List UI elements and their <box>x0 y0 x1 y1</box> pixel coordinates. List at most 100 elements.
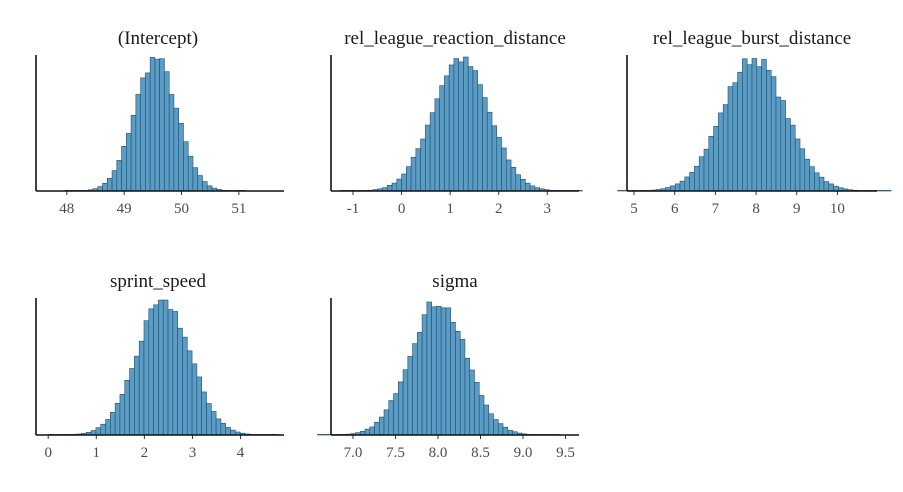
histogram-bar-sprint-speed <box>124 380 130 436</box>
panel-title-intercept: (Intercept) <box>118 28 198 49</box>
histogram-bar-sprint-speed <box>134 355 140 436</box>
histogram-bar-sigma <box>421 314 428 436</box>
histogram-bar-rel-league-reaction-distance <box>525 182 531 192</box>
histogram-bar-intercept <box>202 181 208 192</box>
histogram-bar-intercept <box>111 170 118 192</box>
histogram-bars-rel-league-burst-distance <box>617 58 892 192</box>
panel-title-rel-league-burst-distance: rel_league_burst_distance <box>653 28 851 49</box>
x-tick-label-sigma: 8.0 <box>429 445 448 461</box>
x-tick-label-sigma: 9.5 <box>556 445 575 461</box>
histogram-bar-rel-league-reaction-distance <box>520 178 526 192</box>
histogram-bar-sigma <box>464 357 471 436</box>
histogram-bar-sigma <box>474 382 480 436</box>
x-axis-ticks-rel-league-burst-distance: 5 6 7 8 9 10 <box>630 191 845 217</box>
histogram-bar-rel-league-burst-distance <box>876 190 882 192</box>
histogram-bar-sigma <box>388 400 394 436</box>
x-tick-label-rel-league-reaction-distance: 1 <box>446 201 454 217</box>
histogram-bar-intercept <box>178 123 184 192</box>
histogram-bar-rel-league-burst-distance <box>818 176 825 192</box>
histogram-bar-sigma <box>383 409 390 436</box>
x-tick-label-rel-league-burst-distance: 10 <box>830 201 845 217</box>
histogram-bar-sigma <box>369 426 375 436</box>
panel-sprint-speed: sprint_speed 0 1 2 3 4 <box>35 271 284 461</box>
histogram-bar-intercept <box>197 175 203 192</box>
histogram-bar-rel-league-burst-distance <box>742 58 748 192</box>
histogram-bar-sprint-speed <box>129 368 135 436</box>
histogram-bar-rel-league-reaction-distance <box>401 173 407 192</box>
x-tick-label-rel-league-burst-distance: 7 <box>712 201 720 217</box>
x-tick-label-rel-league-reaction-distance: 0 <box>398 201 406 217</box>
panel-intercept: (Intercept) 48 49 50 51 <box>35 28 284 217</box>
histogram-bar-sigma <box>393 393 399 436</box>
x-tick-label-sigma: 7.0 <box>344 445 363 461</box>
histogram-bar-rel-league-reaction-distance <box>415 148 421 192</box>
x-tick-label-rel-league-burst-distance: 9 <box>793 201 801 217</box>
histogram-bar-rel-league-burst-distance <box>761 59 767 192</box>
x-tick-label-rel-league-burst-distance: 8 <box>752 201 760 217</box>
histogram-bar-sprint-speed <box>162 299 169 436</box>
x-tick-label-intercept: 48 <box>59 201 74 217</box>
histogram-bar-sprint-speed <box>211 411 217 436</box>
panel-title-sprint-speed: sprint_speed <box>110 271 207 292</box>
histogram-bar-intercept <box>173 107 180 192</box>
histogram-bar-rel-league-burst-distance <box>814 172 820 192</box>
x-tick-label-intercept: 51 <box>231 201 246 217</box>
x-axis-ticks-intercept: 48 49 50 51 <box>59 191 246 217</box>
histogram-bar-rel-league-burst-distance <box>799 148 806 192</box>
histogram-bar-sprint-speed <box>186 350 193 436</box>
histogram-bar-sigma <box>493 419 499 436</box>
histogram-bar-sprint-speed <box>105 419 111 436</box>
x-axis-ticks-sigma: 7.0 7.5 8.0 8.5 9.0 9.5 <box>344 435 575 461</box>
histogram-bar-intercept <box>149 57 156 192</box>
histogram-bar-sprint-speed <box>191 363 198 436</box>
histogram-bar-sprint-speed <box>167 309 174 436</box>
x-tick-label-sprint-speed: 4 <box>237 445 245 461</box>
histogram-bar-rel-league-burst-distance <box>886 190 892 192</box>
histogram-bar-rel-league-burst-distance <box>684 176 690 192</box>
histogram-bar-rel-league-burst-distance <box>770 76 777 192</box>
histogram-bar-sigma <box>502 426 509 436</box>
histogram-bar-rel-league-reaction-distance <box>434 98 440 192</box>
histogram-bar-rel-league-burst-distance <box>828 183 834 192</box>
histogram-bar-sprint-speed <box>153 304 159 436</box>
histogram-bar-rel-league-reaction-distance <box>439 85 445 192</box>
histogram-bar-rel-league-reaction-distance <box>448 64 455 192</box>
histogram-bar-intercept <box>116 160 122 192</box>
histogram-bar-sprint-speed <box>177 327 183 436</box>
histogram-bar-sigma <box>450 321 456 436</box>
panel-sigma: sigma 7.0 7.5 8.0 8.5 9.0 9.5 <box>317 271 579 461</box>
histogram-bar-rel-league-reaction-distance <box>496 137 502 192</box>
histogram-bar-intercept <box>135 94 141 192</box>
histogram-bar-sigma <box>321 434 328 436</box>
histogram-bar-sigma <box>374 421 380 436</box>
x-tick-label-rel-league-burst-distance: 5 <box>630 201 638 217</box>
histogram-bar-rel-league-burst-distance <box>679 180 686 192</box>
histogram-bar-sprint-speed <box>206 403 212 436</box>
histogram-bar-rel-league-burst-distance <box>703 148 710 192</box>
histogram-bar-rel-league-burst-distance <box>689 171 695 192</box>
histogram-bar-sigma <box>378 416 385 436</box>
histogram-bar-sigma <box>431 306 437 436</box>
histogram-bar-rel-league-burst-distance <box>809 166 815 192</box>
histogram-bars-sprint-speed <box>47 299 279 436</box>
histogram-bar-rel-league-reaction-distance <box>472 70 479 192</box>
histogram-bar-rel-league-burst-distance <box>713 126 719 192</box>
histogram-bar-rel-league-burst-distance <box>881 190 887 192</box>
histogram-bar-rel-league-reaction-distance <box>458 61 464 192</box>
histogram-bar-rel-league-burst-distance <box>722 104 729 192</box>
histogram-bar-sigma <box>407 356 413 436</box>
histogram-bar-rel-league-burst-distance <box>746 64 753 192</box>
x-tick-label-intercept: 50 <box>174 201 189 217</box>
histogram-bar-sprint-speed <box>201 391 207 436</box>
histogram-bar-intercept <box>130 115 137 192</box>
histogram-bar-rel-league-burst-distance <box>674 183 681 192</box>
histogram-bar-sprint-speed <box>100 423 106 436</box>
x-tick-label-rel-league-reaction-distance: -1 <box>347 201 360 217</box>
x-tick-label-sigma: 7.5 <box>386 445 405 461</box>
histogram-bar-sprint-speed <box>119 394 126 436</box>
panel-title-rel-league-reaction-distance: rel_league_reaction_distance <box>344 28 566 49</box>
histogram-bar-intercept <box>145 72 151 192</box>
histogram-bar-sprint-speed <box>148 308 154 436</box>
histogram-bar-intercept <box>140 77 146 192</box>
histogram-bar-rel-league-reaction-distance <box>467 66 474 192</box>
